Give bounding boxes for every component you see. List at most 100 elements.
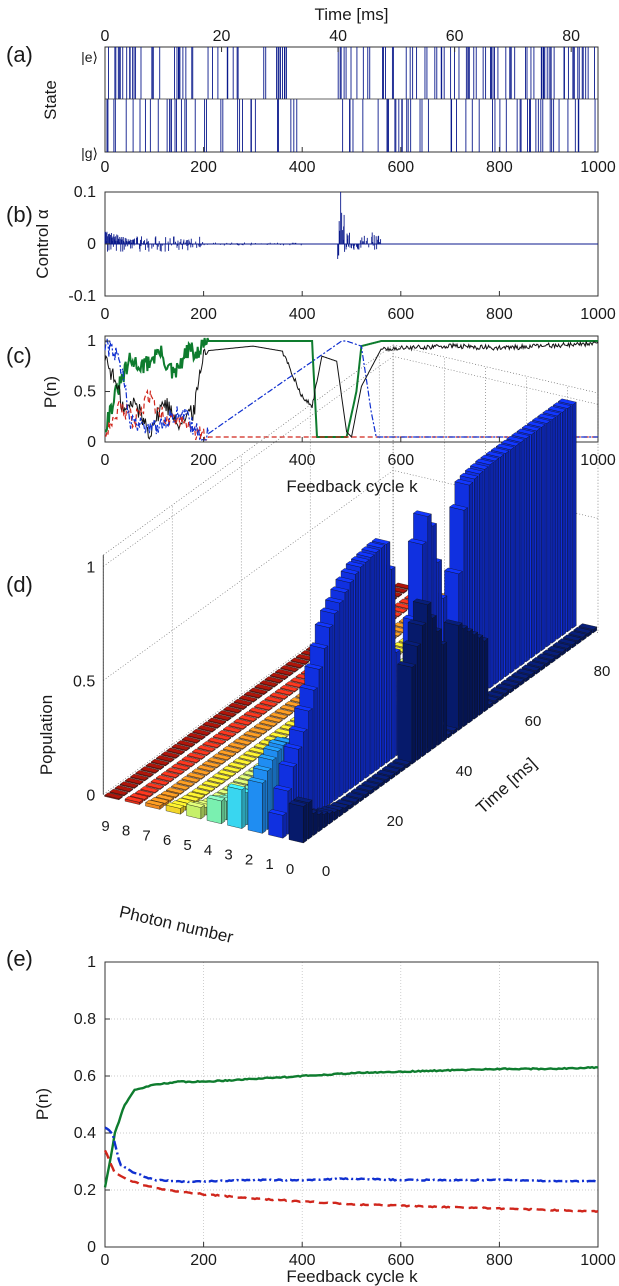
bar-face (335, 799, 355, 806)
photon-tick-label: 8 (122, 823, 130, 840)
bar-face (525, 435, 530, 663)
bar-face (264, 696, 284, 703)
bar-face (212, 773, 232, 780)
photon-tick-label: 7 (142, 827, 150, 844)
y-tick-label: 0.5 (74, 384, 96, 401)
bar-face (176, 740, 196, 747)
y-tick-label: 0 (87, 434, 96, 451)
bar-face (506, 436, 525, 443)
bar-face (511, 672, 530, 679)
x-tick-label: 0 (101, 1252, 110, 1269)
bar-face (536, 653, 556, 660)
bar-face (392, 758, 411, 765)
bar-face (510, 446, 515, 674)
bar-face (313, 687, 318, 817)
bar-face (282, 812, 287, 839)
bar-face (381, 545, 385, 768)
bar-face (500, 679, 520, 686)
panel-label-e: (e) (6, 946, 33, 971)
average-population-series-1 (104, 1126, 599, 1184)
bar-face (340, 568, 360, 575)
bar-face (155, 794, 175, 801)
y-tick-label: 1 (87, 954, 96, 971)
x-tick-label: 800 (486, 159, 513, 176)
bar-face (207, 737, 227, 744)
bar-face (329, 624, 334, 805)
x-tick-label: 200 (190, 306, 217, 323)
bar-face (458, 622, 463, 731)
bar-face (150, 797, 170, 804)
bar-face (366, 777, 386, 784)
bar-face (484, 638, 489, 713)
bar-face (124, 796, 144, 803)
bar-face (228, 702, 248, 710)
bar-face (233, 738, 252, 745)
bar-face (375, 549, 380, 772)
bar-face (288, 800, 308, 807)
bar-face (376, 769, 396, 776)
bar-face (361, 780, 380, 788)
bar-face (217, 769, 237, 776)
bar-face (247, 777, 267, 784)
bar-face (531, 431, 536, 659)
bar-face (129, 773, 149, 781)
bar-face (480, 454, 500, 462)
panel-label-c: (c) (6, 343, 32, 368)
bar-face (572, 401, 577, 629)
bar-face (257, 754, 277, 761)
bar-face (490, 447, 510, 454)
bar-face (227, 742, 247, 749)
bar-face (386, 541, 391, 764)
photon-tick-label: 2 (245, 851, 253, 868)
bar-face (170, 783, 190, 790)
bar-face (280, 665, 299, 672)
bar-face (386, 762, 406, 769)
panel-label-d: (d) (6, 572, 33, 597)
y-axis-title: P(n) (33, 1088, 52, 1120)
panel-c: 10.5002004006008001000Feedback cycle kP(… (41, 333, 616, 496)
x-tick-label: 200 (190, 1252, 217, 1269)
bar-face (150, 758, 170, 766)
bar-face (181, 776, 201, 783)
y-axis-title: P(n) (41, 376, 60, 408)
bar-face (495, 443, 515, 450)
bar-face (192, 728, 211, 736)
bar-face (397, 661, 417, 668)
bar-face (228, 722, 247, 729)
bar-face (166, 747, 186, 755)
bar-face (422, 622, 427, 758)
bar-face (370, 554, 375, 775)
x-tick-label: 400 (289, 159, 316, 176)
bar-face (505, 675, 525, 683)
bar-face (319, 607, 339, 614)
bar-face (397, 663, 413, 765)
bar-face (469, 463, 489, 470)
back-wall-left (103, 344, 394, 795)
bar-face (500, 454, 504, 682)
bar-face (186, 732, 206, 740)
bar-face (258, 719, 278, 727)
bar-face (222, 765, 242, 773)
x-tick-label: 400 (289, 452, 316, 469)
bar-face (274, 668, 294, 676)
plot-frame-e (104, 961, 599, 1248)
bar-face (490, 687, 510, 694)
bar-face (232, 758, 252, 765)
bar-face (196, 764, 216, 772)
x-tick-label: 400 (289, 1252, 316, 1269)
x-tick-label: 200 (190, 159, 217, 176)
panel-e: 0 0.2 0.4 0.6 0.8 1 0 200 400 600 800 1000 Feedback … (33, 954, 616, 1286)
bar-face (253, 723, 273, 730)
bar-face (104, 792, 123, 799)
bar-face (160, 790, 180, 798)
bar-face (573, 627, 593, 634)
bar-face (263, 745, 282, 752)
bar-face (475, 458, 494, 465)
x-tick-label: 200 (190, 452, 217, 469)
x-tick-label: 400 (289, 306, 316, 323)
bar-face (449, 504, 469, 511)
bar-face (171, 763, 191, 771)
bar-face (227, 786, 243, 829)
bar-face (288, 725, 308, 733)
bar-face (443, 619, 463, 626)
